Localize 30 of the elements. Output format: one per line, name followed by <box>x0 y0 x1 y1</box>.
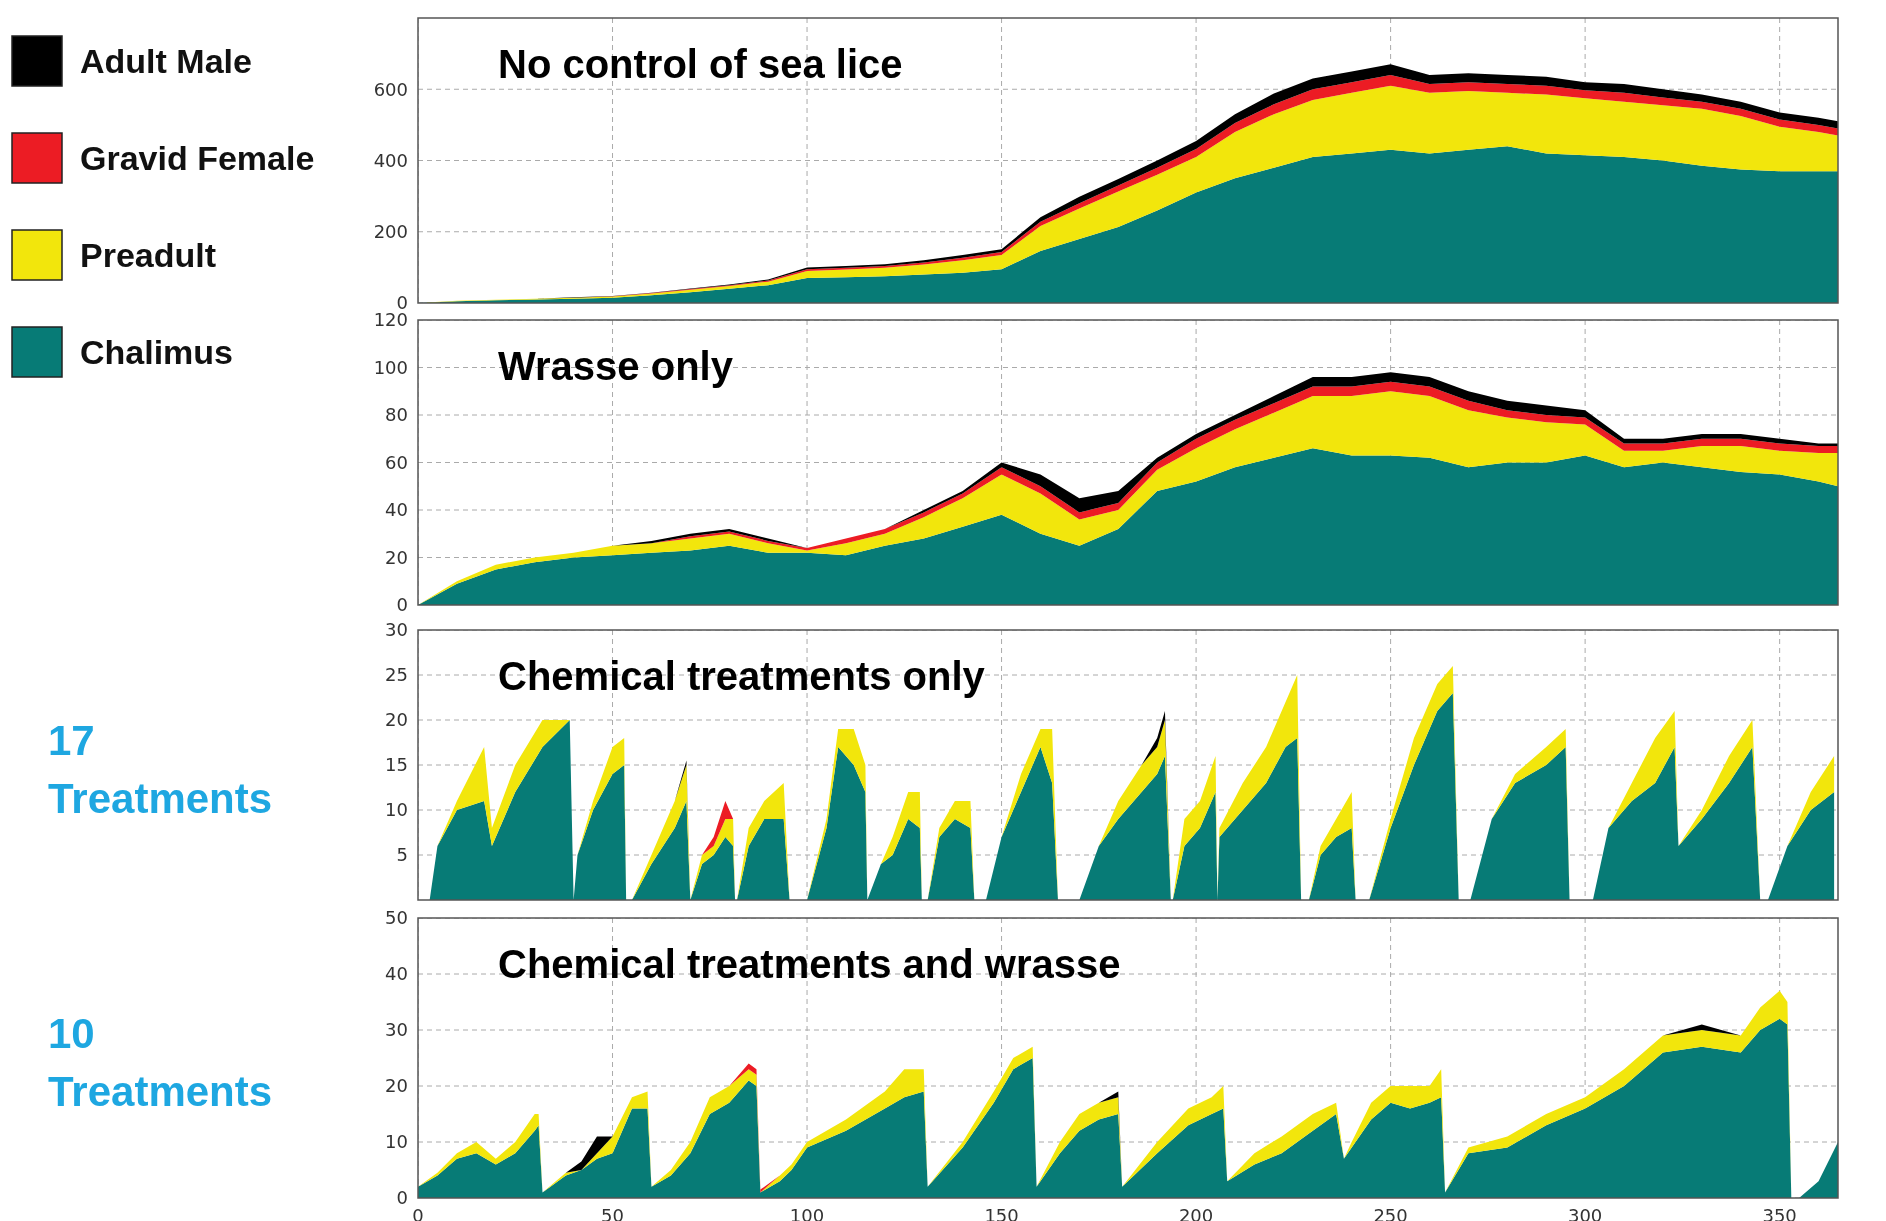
text: 17 Treatments <box>48 717 273 822</box>
y-tick-label: 40 <box>385 499 408 521</box>
y-tick-label: 20 <box>385 709 408 731</box>
y-tick-label: 15 <box>385 754 408 776</box>
text: Wrasse only <box>498 344 734 388</box>
y-tick-label: 10 <box>385 1131 408 1153</box>
text: Chemical treatments only <box>498 654 986 698</box>
y-tick-label: 600 <box>373 78 408 100</box>
legend-label: Adult Male <box>80 41 252 80</box>
y-tick-label: 20 <box>385 1075 408 1097</box>
y-tick-label: 200 <box>373 221 408 243</box>
text: 10 Treatments <box>48 1010 273 1115</box>
y-tick-label: 400 <box>373 149 408 171</box>
legend-label: Chalimus <box>80 332 234 371</box>
y-tick-label: 30 <box>385 1019 408 1041</box>
text: No control of sea lice <box>498 42 903 86</box>
y-tick-label: 30 <box>385 619 408 641</box>
y-tick-label: 40 <box>385 963 408 985</box>
y-tick-label: 100 <box>373 356 408 378</box>
y-tick-label: 50 <box>385 907 408 929</box>
y-tick-label: 25 <box>385 664 408 686</box>
text: Chemical treatments and wrasse <box>498 942 1121 986</box>
y-tick-label: 10 <box>385 799 408 821</box>
y-tick-label: 0 <box>396 594 408 616</box>
legend-label: Gravid Female <box>80 138 315 177</box>
legend-label: Preadult <box>80 235 217 274</box>
y-tick-label: 60 <box>385 451 408 473</box>
y-tick-label: 20 <box>385 546 408 568</box>
y-tick-label: 5 <box>396 844 408 866</box>
y-tick-label: 80 <box>385 404 408 426</box>
